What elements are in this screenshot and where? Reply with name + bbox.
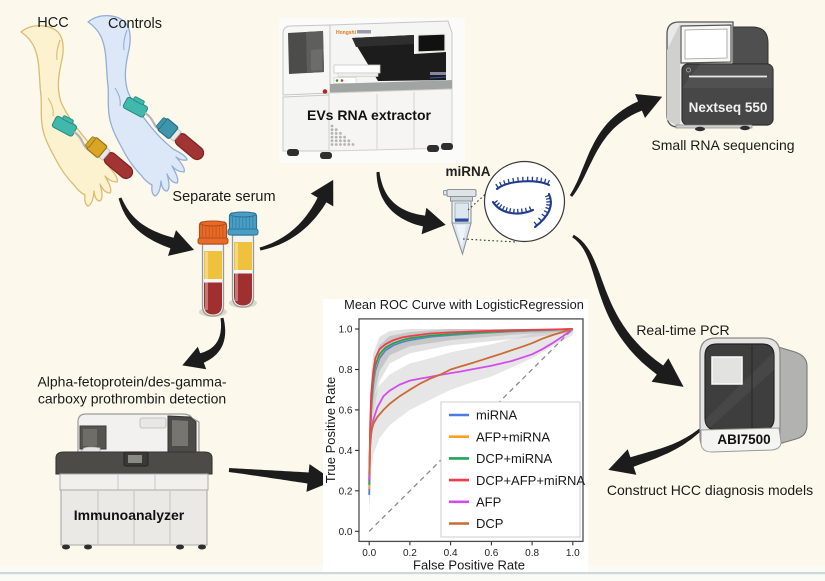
svg-text:0.8: 0.8 xyxy=(525,548,539,559)
svg-text:miRNA: miRNA xyxy=(476,408,517,423)
svg-text:0.4: 0.4 xyxy=(339,446,353,457)
svg-text:0.0: 0.0 xyxy=(362,548,376,559)
svg-text:AFP+miRNA: AFP+miRNA xyxy=(476,429,550,444)
svg-text:Separate serum: Separate serum xyxy=(172,189,275,205)
svg-text:0.4: 0.4 xyxy=(444,548,458,559)
svg-text:Alpha-fetoprotein/des-gamma-: Alpha-fetoprotein/des-gamma- xyxy=(37,374,226,390)
svg-text:carboxy prothrombin detection: carboxy prothrombin detection xyxy=(38,391,226,407)
svg-text:DCP+miRNA: DCP+miRNA xyxy=(476,451,553,466)
svg-text:DCP+AFP+miRNA: DCP+AFP+miRNA xyxy=(476,473,585,488)
svg-text:Construct HCC diagnosis models: Construct HCC diagnosis models xyxy=(607,482,813,498)
svg-text:Nextseq 550: Nextseq 550 xyxy=(689,100,768,115)
svg-text:0.2: 0.2 xyxy=(339,486,353,497)
svg-text:ABI7500: ABI7500 xyxy=(717,432,770,447)
svg-text:Real-time PCR: Real-time PCR xyxy=(636,322,729,338)
svg-text:miRNA: miRNA xyxy=(445,164,490,179)
svg-text:Immunoanalyzer: Immunoanalyzer xyxy=(74,507,185,523)
svg-text:Small RNA sequencing: Small RNA sequencing xyxy=(651,137,794,153)
svg-text:AFP: AFP xyxy=(476,495,501,510)
svg-text:Hongshi: Hongshi xyxy=(336,30,357,36)
svg-text:Controls: Controls xyxy=(108,16,162,32)
svg-text:Mean ROC Curve with LogisticRe: Mean ROC Curve with LogisticRegression xyxy=(344,297,584,312)
svg-text:DCP: DCP xyxy=(476,516,503,531)
svg-text:0.0: 0.0 xyxy=(339,527,353,538)
svg-text:0.2: 0.2 xyxy=(403,548,417,559)
svg-text:0.6: 0.6 xyxy=(484,548,498,559)
svg-text:EVs RNA extractor: EVs RNA extractor xyxy=(307,107,432,123)
svg-text:1.0: 1.0 xyxy=(566,548,580,559)
svg-text:True Positive Rate: True Positive Rate xyxy=(323,377,338,483)
svg-text:HCC: HCC xyxy=(37,15,68,31)
svg-text:False Positive Rate: False Positive Rate xyxy=(413,558,525,573)
svg-text:1.0: 1.0 xyxy=(339,325,353,336)
svg-text:0.8: 0.8 xyxy=(339,365,353,376)
svg-text:0.6: 0.6 xyxy=(339,406,353,417)
